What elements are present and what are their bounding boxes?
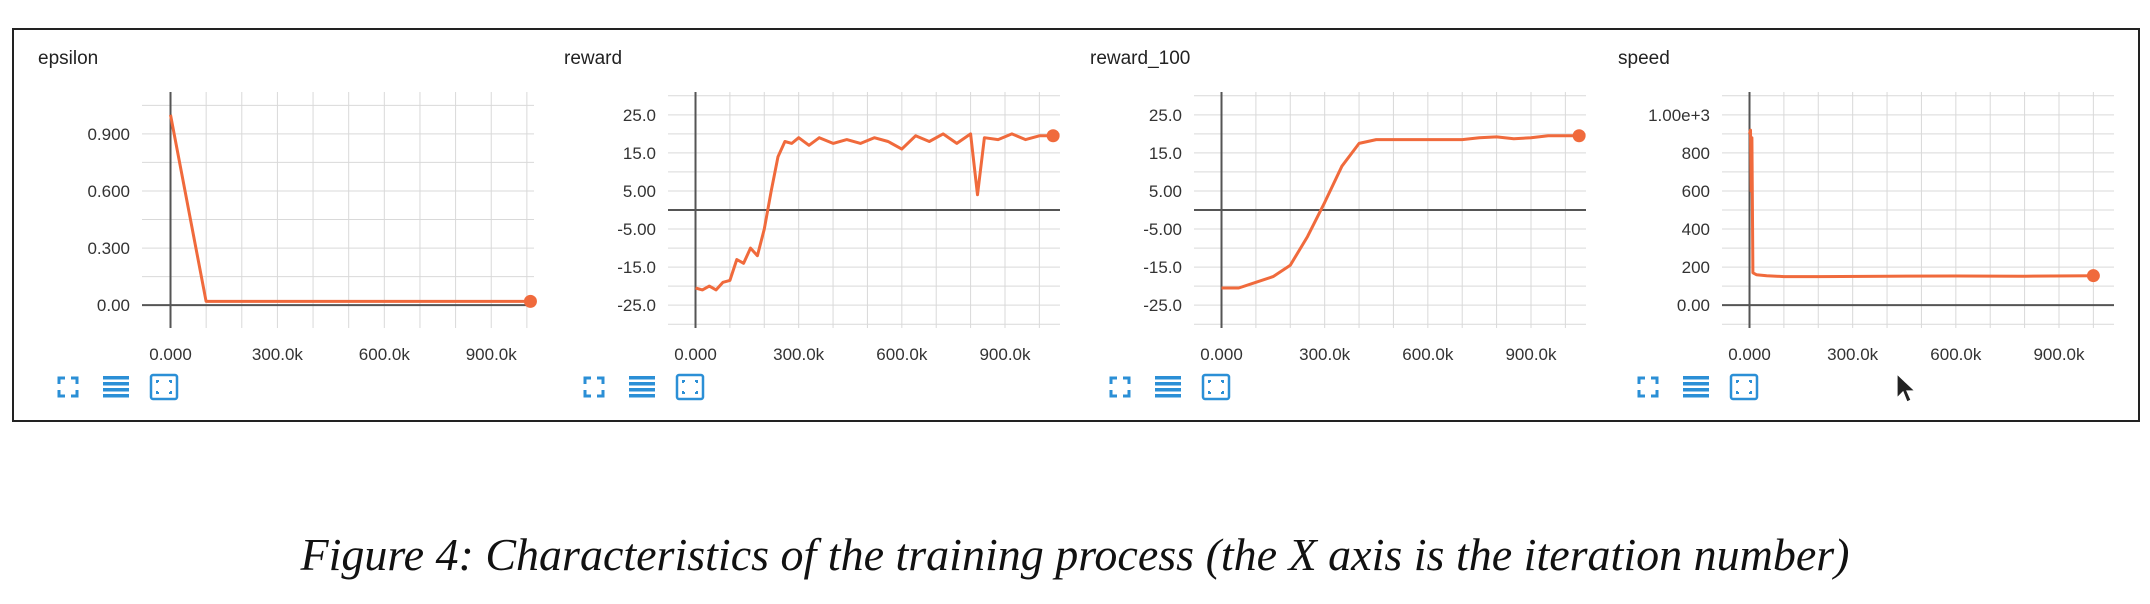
y-tick-label: -15.0 <box>617 258 656 277</box>
x-tick-label: 600.0k <box>359 345 411 364</box>
chart-toolbar <box>578 370 706 404</box>
y-tick-label: 400 <box>1682 220 1710 239</box>
x-tick-label: 300.0k <box>1827 345 1879 364</box>
series-line <box>695 132 1054 292</box>
chart-speed: 0.00 200 400 600 800 1.00e+3 0.000 300.0k 600.0k… <box>1648 92 2114 364</box>
chart-reward-100: -25.0 -15.0 -5.00 5.00 15.0 25.0 0.000 300.0k 60… <box>1143 92 1586 364</box>
y-tick-label: 600 <box>1682 182 1710 201</box>
x-tick-label: 600.0k <box>1402 345 1454 364</box>
x-tick-label: 300.0k <box>252 345 304 364</box>
series-line <box>169 114 531 303</box>
y-tick-label: 25.0 <box>1149 106 1182 125</box>
series-end-marker <box>2086 269 2100 283</box>
chart-panel-reward: reward -25.0 -15.0 -5.00 5.00 15.0 25.0 0.000 3… <box>550 30 1078 420</box>
y-tick-label: 200 <box>1682 258 1710 277</box>
x-tick-label: 0.000 <box>1200 345 1243 364</box>
x-tick-label: 900.0k <box>2033 345 2085 364</box>
chart-reward: -25.0 -15.0 -5.00 5.00 15.0 25.0 0.000 300.0k 60… <box>617 92 1060 364</box>
y-tick-label: 15.0 <box>623 144 656 163</box>
y-tick-label: 0.600 <box>87 182 130 201</box>
expand-icon[interactable] <box>1104 371 1136 403</box>
fit-domain-icon[interactable] <box>674 371 706 403</box>
fit-domain-icon[interactable] <box>1728 371 1760 403</box>
chart-toolbar <box>1104 370 1232 404</box>
y-tick-label: -5.00 <box>1143 220 1182 239</box>
charts-frame: epsilon 0.00 0.300 0.600 0.900 0.000 300.0k 60… <box>12 28 2140 422</box>
x-tick-label: 600.0k <box>1930 345 1982 364</box>
y-tick-label: -15.0 <box>1143 258 1182 277</box>
x-tick-label: 900.0k <box>1505 345 1557 364</box>
y-tick-label: 1.00e+3 <box>1648 106 1710 125</box>
list-icon[interactable] <box>1680 371 1712 403</box>
chart-toolbar <box>52 370 180 404</box>
x-tick-label: 300.0k <box>1299 345 1351 364</box>
mouse-cursor-icon <box>1896 372 1917 403</box>
figure-caption: Figure 4: Characteristics of the trainin… <box>300 529 1850 580</box>
chart-title: speed <box>1618 48 1670 69</box>
fit-domain-icon[interactable] <box>1200 371 1232 403</box>
series-end-marker <box>523 294 537 308</box>
y-tick-label: 800 <box>1682 144 1710 163</box>
fit-domain-icon[interactable] <box>148 371 180 403</box>
y-tick-label: -25.0 <box>1143 296 1182 315</box>
series-end-marker <box>1046 129 1060 143</box>
x-tick-label: 600.0k <box>876 345 928 364</box>
y-tick-label: 0.300 <box>87 239 130 258</box>
y-tick-label: 0.900 <box>87 125 130 144</box>
chart-epsilon: 0.00 0.300 0.600 0.900 0.000 300.0k 600.0k 900.… <box>87 92 537 364</box>
x-tick-label: 0.000 <box>1728 345 1771 364</box>
expand-icon[interactable] <box>52 371 84 403</box>
list-icon[interactable] <box>100 371 132 403</box>
y-tick-label: -5.00 <box>617 220 656 239</box>
y-tick-label: 0.00 <box>1677 296 1710 315</box>
expand-icon[interactable] <box>578 371 610 403</box>
chart-panel-reward-100: reward_100 -25.0 -15.0 -5.00 5.00 15.0 25.0 0.… <box>1076 30 1604 420</box>
x-tick-label: 0.000 <box>149 345 192 364</box>
y-tick-label: -25.0 <box>617 296 656 315</box>
chart-title: epsilon <box>38 48 99 69</box>
list-icon[interactable] <box>626 371 658 403</box>
series-end-marker <box>1572 129 1586 143</box>
series-line <box>1221 134 1580 290</box>
x-tick-label: 300.0k <box>773 345 825 364</box>
expand-icon[interactable] <box>1632 371 1664 403</box>
y-tick-label: 5.00 <box>1149 182 1182 201</box>
y-tick-label: 25.0 <box>623 106 656 125</box>
y-tick-label: 15.0 <box>1149 144 1182 163</box>
x-tick-label: 900.0k <box>979 345 1031 364</box>
chart-toolbar <box>1632 370 1760 404</box>
y-tick-label: 0.00 <box>97 296 130 315</box>
chart-panel-epsilon: epsilon 0.00 0.300 0.600 0.900 0.000 300.0k 60… <box>24 30 552 420</box>
list-icon[interactable] <box>1152 371 1184 403</box>
x-tick-label: 0.000 <box>674 345 717 364</box>
y-tick-label: 5.00 <box>623 182 656 201</box>
series-line <box>1748 128 2094 279</box>
chart-panel-speed: speed 0.00 200 400 600 800 1.00e+3 0.000 300.0k… <box>1604 30 2132 420</box>
x-tick-label: 900.0k <box>466 345 518 364</box>
chart-title: reward_100 <box>1090 48 1191 69</box>
chart-title: reward <box>564 48 623 69</box>
